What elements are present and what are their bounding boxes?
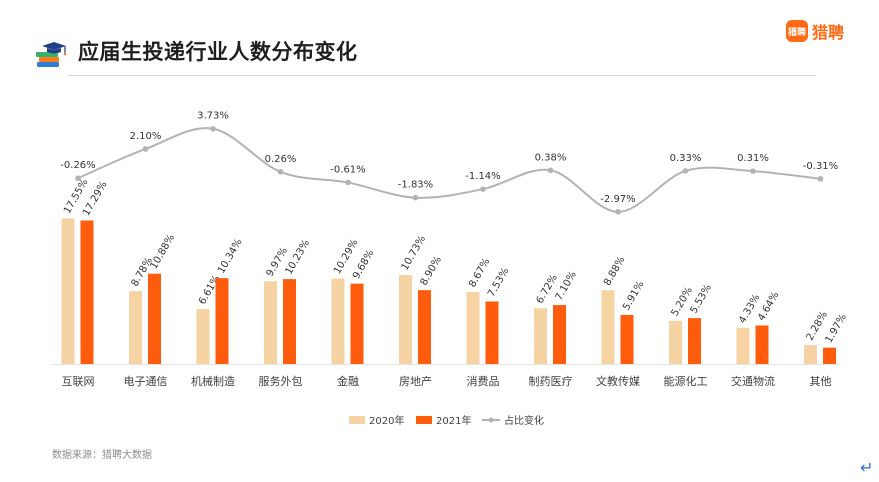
bar-value-label: 6.72% (535, 273, 560, 306)
bar-value-label: 10.88% (149, 233, 178, 272)
change-value-label: 3.73% (197, 111, 229, 122)
change-point (682, 168, 689, 174)
bar-value-label: 5.20% (670, 285, 695, 318)
bar-value-label: 8.67% (467, 257, 492, 290)
category-label: 机械制造 (191, 374, 235, 388)
bar-2020 (669, 320, 682, 364)
change-point (75, 175, 81, 182)
bar-2020 (466, 292, 480, 364)
change-value-label: 0.33% (670, 153, 702, 164)
change-point (480, 186, 486, 192)
brand-logo-text: 猎聘 (812, 23, 845, 42)
legend-marker-change (488, 417, 494, 423)
change-value-label: -0.26% (60, 160, 95, 171)
change-point (547, 167, 554, 174)
bar-2021 (80, 220, 94, 364)
change-point (345, 179, 351, 186)
bar-value-label: 4.64% (756, 290, 781, 323)
bar-value-label: 5.53% (689, 283, 714, 316)
bar-value-label: 10.23% (284, 238, 313, 277)
category-label: 电子通信 (124, 375, 168, 388)
change-value-label: -1.14% (465, 171, 500, 182)
change-point (615, 209, 621, 215)
bar-2021 (350, 283, 364, 364)
legend-label-2021: 2021年 (436, 414, 471, 427)
category-label: 互联网 (62, 375, 95, 388)
category-label: 服务外包 (259, 375, 303, 388)
bar-value-label: 5.91% (621, 279, 646, 312)
change-value-label: -0.61% (330, 165, 365, 176)
graduation-cap-books-icon (36, 42, 67, 67)
bar-2021 (620, 314, 634, 364)
category-label: 金融 (337, 374, 359, 388)
change-point (817, 176, 824, 182)
bar-2021 (688, 318, 701, 364)
category-label: 能源化工 (664, 374, 708, 388)
title-divider (68, 75, 816, 76)
bar-value-label: 8.88% (602, 255, 627, 288)
bar-2020 (264, 281, 277, 364)
change-value-label: 2.10% (130, 131, 162, 142)
brand-logo: 猎聘 猎聘 (786, 20, 844, 42)
bar-2021 (148, 273, 161, 364)
bar-value-label: 7.53% (486, 266, 511, 299)
page-title: 应届生投递行业人数分布变化 (78, 40, 358, 64)
bar-2020 (399, 274, 412, 364)
bar-2020 (804, 345, 817, 364)
change-value-label: 0.38% (535, 152, 567, 163)
category-label: 文教传媒 (596, 374, 640, 388)
bar-value-label: 9.97% (265, 246, 290, 279)
change-line (77, 127, 821, 213)
change-point (277, 168, 284, 175)
data-source-note: 数据来源：猎聘大数据 (52, 450, 152, 461)
change-value-label: -0.31% (803, 161, 838, 172)
bar-2021 (823, 347, 836, 364)
bar-2020 (534, 308, 547, 364)
bar-value-label: 7.10% (554, 270, 579, 303)
bar-2020 (129, 291, 142, 364)
bar-2020 (61, 218, 75, 364)
category-label: 房地产 (399, 374, 432, 388)
legend-label-2020: 2020年 (369, 414, 404, 427)
bar-2021 (755, 325, 769, 364)
change-value-label: 0.31% (737, 153, 769, 164)
legend-swatch-2021 (416, 416, 432, 424)
change-point (210, 125, 216, 132)
change-value-label: -1.83% (398, 180, 433, 191)
bar-2020 (331, 278, 345, 364)
bar-2021 (485, 301, 499, 364)
change-value-label: -2.97% (600, 194, 635, 205)
bar-value-label: 10.73% (400, 234, 429, 273)
return-icon[interactable]: ↵ (860, 458, 874, 477)
bar-value-label: 10.34% (216, 237, 245, 276)
category-label: 交通物流 (731, 374, 775, 388)
bar-2020 (196, 309, 210, 364)
bar-value-label: 9.68% (351, 248, 376, 281)
bar-2020 (601, 290, 615, 364)
category-label: 制药医疗 (529, 374, 573, 388)
bar-2020 (736, 328, 750, 364)
legend-swatch-2020 (349, 416, 365, 424)
bar-value-label: 4.33% (737, 293, 762, 326)
bar-2021 (418, 290, 431, 364)
bar-2021 (553, 305, 566, 364)
category-label: 消费品 (467, 374, 500, 388)
bar-value-label: 8.90% (419, 255, 444, 288)
brand-logo-mark: 猎聘 (786, 20, 808, 42)
legend-label-change: 占比变化 (504, 414, 544, 427)
change-point (142, 146, 149, 152)
bar-2021 (215, 278, 229, 364)
change-point (750, 168, 756, 174)
change-value-label: 0.26% (265, 154, 297, 165)
bar-2021 (283, 279, 296, 364)
change-point (412, 194, 419, 201)
category-label: 其他 (810, 375, 832, 388)
